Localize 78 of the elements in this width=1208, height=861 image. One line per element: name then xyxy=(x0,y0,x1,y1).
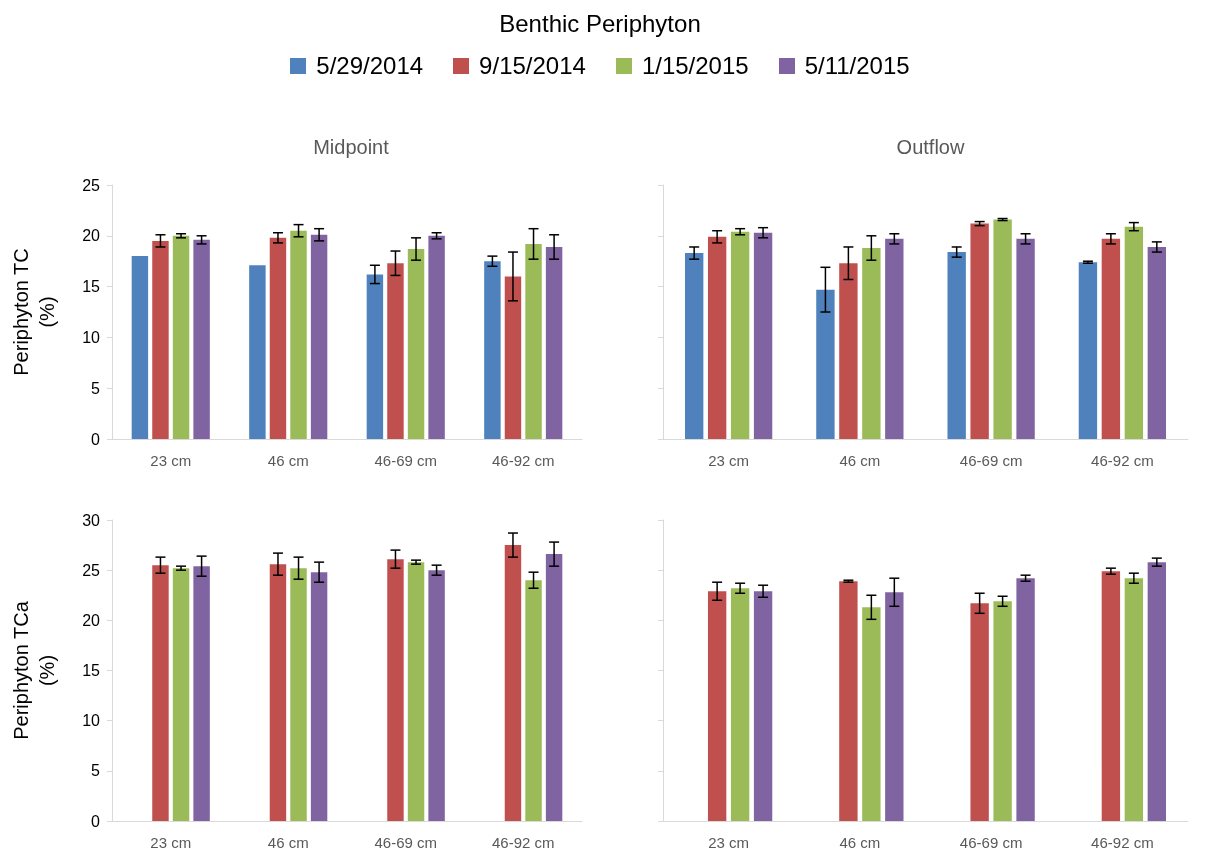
legend-label: 1/15/2015 xyxy=(641,52,749,80)
y-axis-title: Periphyton TCa (%) xyxy=(10,600,58,740)
y-tick-label: 30 xyxy=(82,511,101,529)
bar xyxy=(753,232,773,439)
chart-subtitle: Midpoint xyxy=(313,136,390,158)
y-tick-label: 15 xyxy=(82,662,101,679)
bar xyxy=(1124,226,1144,439)
y-tick-label: 10 xyxy=(82,712,101,730)
bar xyxy=(269,564,287,821)
bar xyxy=(839,581,858,821)
y-tick-label: 0 xyxy=(91,812,101,830)
x-tick-label: 46 cm xyxy=(839,452,881,469)
bar xyxy=(970,603,989,821)
bar xyxy=(947,252,966,439)
bar xyxy=(1147,562,1167,821)
y-tick-label: 15 xyxy=(82,278,101,296)
bar xyxy=(1147,246,1167,439)
legend-label: 9/15/2014 xyxy=(479,52,586,80)
bar xyxy=(525,580,542,821)
bar xyxy=(885,592,904,821)
bar xyxy=(730,231,750,439)
bar xyxy=(1101,571,1121,821)
bar xyxy=(993,601,1012,821)
legend-label: 5/29/2014 xyxy=(316,52,424,80)
bar xyxy=(970,223,989,439)
bar xyxy=(193,566,210,821)
bar xyxy=(862,607,881,821)
y-tick-label: 25 xyxy=(82,561,101,579)
y-tick-label: 10 xyxy=(82,328,101,346)
bar xyxy=(290,568,307,821)
bar xyxy=(545,554,563,821)
bar xyxy=(310,572,328,821)
y-axis-title: Periphyton TC (%) xyxy=(10,248,58,376)
y-tick-label: 0 xyxy=(91,430,101,448)
bar xyxy=(152,565,169,821)
y-tick-label: 20 xyxy=(82,227,101,245)
y-tick-label: 25 xyxy=(82,176,101,194)
bar xyxy=(753,591,773,821)
x-tick-label: 46-92 cm xyxy=(491,452,555,469)
bar xyxy=(885,238,904,439)
x-tick-label: 23 cm xyxy=(708,834,750,851)
bar xyxy=(1016,578,1035,821)
x-tick-label: 46 cm xyxy=(839,834,881,851)
x-tick-label: 46-92 cm xyxy=(491,834,555,851)
x-tick-label: 46-69 cm xyxy=(374,834,438,851)
chart-subtitle: Outflow xyxy=(896,136,965,158)
x-tick-label: 23 cm xyxy=(708,452,750,469)
bar xyxy=(428,570,445,821)
bar xyxy=(993,219,1012,439)
x-tick-label: 46-69 cm xyxy=(374,452,438,469)
bar xyxy=(172,568,190,821)
x-tick-label: 46-69 cm xyxy=(959,452,1023,469)
y-tick-label: 5 xyxy=(91,379,101,397)
x-tick-label: 46 cm xyxy=(267,452,309,469)
x-tick-label: 46-69 cm xyxy=(959,834,1023,851)
chart-title: Benthic Periphyton xyxy=(498,10,702,38)
legend-label: 5/11/2015 xyxy=(804,52,910,80)
bar xyxy=(707,236,727,439)
bar xyxy=(387,559,404,821)
x-tick-label: 46-92 cm xyxy=(1091,834,1154,851)
bar xyxy=(1016,238,1035,439)
bar xyxy=(504,545,522,821)
y-tick-label: 20 xyxy=(82,611,101,629)
x-tick-label: 46 cm xyxy=(267,834,309,851)
x-tick-label: 46-92 cm xyxy=(1091,452,1154,469)
bar xyxy=(684,253,704,439)
bar xyxy=(1101,238,1121,439)
x-tick-label: 23 cm xyxy=(150,834,192,851)
y-tick-label: 5 xyxy=(91,762,101,780)
bar xyxy=(1078,262,1098,439)
bar xyxy=(407,562,425,821)
bar xyxy=(1124,578,1144,821)
bar xyxy=(730,588,750,821)
bar xyxy=(707,591,727,821)
bar xyxy=(839,263,858,439)
bar xyxy=(862,247,881,439)
bar xyxy=(816,289,835,439)
x-tick-label: 23 cm xyxy=(150,452,192,469)
